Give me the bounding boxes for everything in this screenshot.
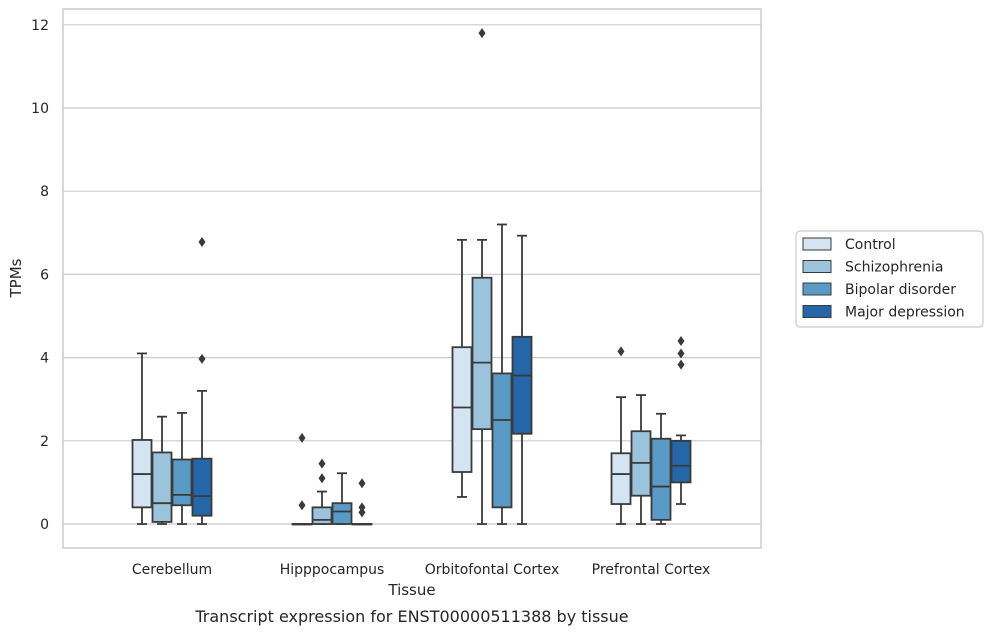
- box: [610, 346, 632, 525]
- series-schizophrenia: [151, 28, 652, 525]
- box: [291, 432, 313, 526]
- y-tick-label: 4: [40, 351, 49, 367]
- series-major-depression: [191, 234, 692, 526]
- legend-label: Major depression: [845, 305, 965, 321]
- chart-caption: Transcript expression for ENST0000051138…: [194, 607, 628, 626]
- box-body: [650, 437, 672, 521]
- box: [630, 394, 652, 525]
- outlier-point: [478, 28, 486, 39]
- series-control: [131, 238, 632, 526]
- outlier-point: [358, 478, 366, 489]
- outlier-point: [358, 502, 366, 513]
- legend-label: Schizophrenia: [845, 260, 943, 276]
- series-bipolar-disorder: [171, 223, 672, 525]
- legend: Control Schizophrenia Bipolar disorder Majo…: [795, 230, 984, 328]
- outlier-point: [298, 500, 306, 511]
- box: [191, 236, 213, 525]
- outlier-point: [677, 359, 685, 370]
- box-body: [491, 372, 513, 509]
- legend-swatch: [802, 260, 832, 273]
- x-tick-label: Cerebellum: [132, 562, 212, 578]
- box: [451, 238, 473, 498]
- x-axis-label: Tissue: [387, 581, 435, 599]
- y-tick-label: 0: [40, 517, 49, 533]
- box-plot-series: [131, 28, 692, 526]
- legend-label: Control: [845, 237, 896, 253]
- box: [650, 412, 672, 525]
- box: [351, 478, 373, 526]
- x-tick-label: Prefrontal Cortex: [592, 562, 711, 578]
- legend-swatch: [802, 305, 832, 318]
- x-axis-tick-labels: Cerebellum Hipppocampus Orbitofontal Corte…: [132, 562, 710, 578]
- y-tick-label: 10: [31, 101, 49, 117]
- gridlines: [63, 24, 761, 525]
- outlier-point: [677, 335, 685, 346]
- y-tick-label: 8: [40, 184, 49, 200]
- outlier-point: [298, 432, 306, 443]
- outlier-point: [198, 236, 206, 247]
- box: [151, 415, 173, 525]
- legend-frame: [795, 230, 984, 328]
- box: [311, 458, 333, 525]
- y-tick-label: 6: [40, 267, 49, 283]
- box: [670, 335, 692, 505]
- y-axis-tick-labels: 0 2 4 6 8 10 12: [31, 18, 49, 533]
- y-tick-label: 2: [40, 434, 49, 450]
- x-tick-label: Hipppocampus: [280, 562, 385, 578]
- box-body: [311, 506, 333, 525]
- y-tick-label: 12: [31, 18, 49, 34]
- box-body: [670, 439, 692, 484]
- outlier-point: [677, 348, 685, 359]
- box-body: [451, 346, 473, 473]
- box-body: [471, 276, 493, 431]
- box: [171, 412, 193, 525]
- box: [331, 472, 353, 525]
- box: [511, 234, 533, 525]
- outlier-point: [617, 346, 625, 357]
- box-body: [191, 457, 213, 517]
- box-body: [511, 335, 533, 435]
- box-body: [151, 451, 173, 523]
- outlier-point: [198, 353, 206, 364]
- plot-frame: [62, 8, 762, 549]
- y-axis-label: TPMs: [7, 258, 25, 298]
- box: [471, 28, 493, 525]
- box: [491, 223, 513, 525]
- box-body: [331, 502, 353, 525]
- legend-swatch: [802, 282, 832, 296]
- box: [131, 352, 153, 525]
- box-body: [171, 458, 193, 507]
- outlier-point: [318, 458, 326, 469]
- legend-label: Bipolar disorder: [845, 282, 956, 298]
- x-tick-label: Orbitofontal Cortex: [425, 562, 560, 578]
- outlier-point: [318, 473, 326, 484]
- legend-swatch: [802, 237, 832, 251]
- box-body: [610, 452, 632, 505]
